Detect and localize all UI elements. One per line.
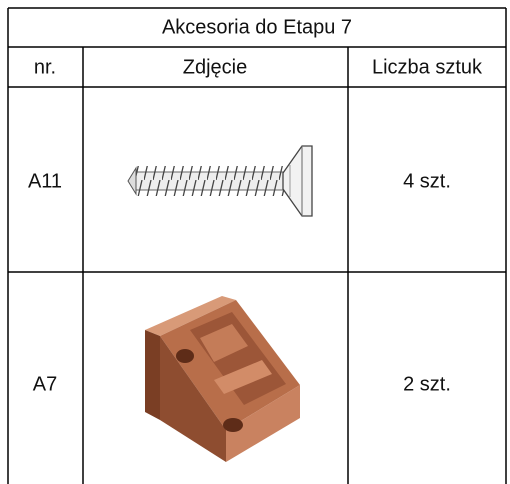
header-cell: Liczba sztuk — [372, 56, 483, 78]
table-borders — [7, 7, 507, 484]
row-quantity: 4 szt. — [403, 170, 451, 192]
bracket-image — [145, 296, 300, 462]
screw-image — [127, 145, 313, 217]
header-cell: nr. — [34, 56, 56, 78]
table-title: Akcesoria do Etapu 7 — [162, 16, 352, 38]
row-id: A7 — [33, 373, 57, 395]
header-cell: Zdjęcie — [183, 56, 247, 78]
row-quantity: 2 szt. — [403, 373, 451, 395]
row-id: A11 — [28, 170, 62, 192]
